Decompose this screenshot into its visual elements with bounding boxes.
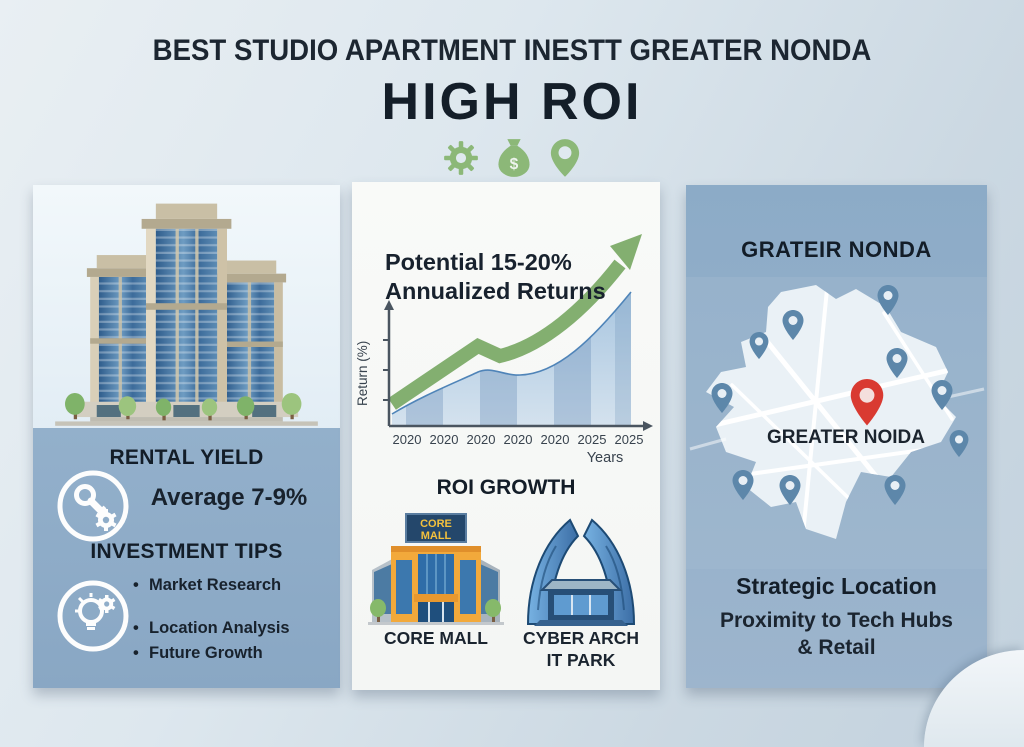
list-item: Location Analysis: [133, 619, 328, 638]
map-pin-label: GREATER NOIDA: [767, 427, 925, 448]
map-pin-icon: [711, 285, 969, 505]
left-panel-rental-yield: RENTAL YIELD Average 7-9%: [33, 185, 340, 688]
investment-tips-heading: INVESTMENT TIPS: [90, 540, 283, 563]
gear-icon: [443, 140, 479, 181]
location-description: Proximity to Tech Hubs & Retail: [720, 609, 953, 660]
y-axis-label: Return (%): [355, 341, 370, 406]
key-gear-icon: [55, 468, 131, 549]
cyber-arch-illustration: [526, 518, 636, 626]
trees: [65, 392, 302, 421]
greater-noida-map: GREATER NOIDA: [686, 277, 987, 569]
rental-yield-heading: RENTAL YIELD: [109, 446, 264, 469]
x-tick: 2020: [504, 432, 533, 447]
landmark-label-core-mall: CORE MALL: [383, 628, 489, 648]
roi-line-chart: Return (%) 2020 2020 2020 2020 2020 2025…: [355, 234, 653, 466]
buildings-illustration: [33, 185, 340, 428]
roi-growth-heading: ROI GROWTH: [436, 476, 576, 499]
x-tick: 2020: [430, 432, 459, 447]
strategic-location-heading: Strategic Location: [736, 573, 937, 599]
location-pin-icon: [549, 138, 581, 183]
poster-kicker-title: BEST STUDIO APARTMENT INESTT GREATER NON…: [152, 34, 872, 67]
money-bag-icon: $: [495, 138, 533, 183]
mall-sign-line1: CORE: [420, 518, 452, 530]
x-tick: 2020: [541, 432, 570, 447]
x-tick: 2025: [615, 432, 644, 447]
poster-main-title: HIGH ROI: [381, 73, 643, 131]
red-map-pin-icon: [850, 379, 884, 426]
map-title: GRATEIR NONDA: [741, 237, 932, 262]
tower-left: [86, 255, 160, 404]
x-tick: 2020: [393, 432, 422, 447]
list-item: Market Research: [133, 576, 328, 595]
middle-panel-roi: Return (%) 2020 2020 2020 2020 2020 2025…: [352, 182, 660, 690]
landmark-label-cyber-arch: CYBER ARCH IT PARK: [522, 628, 640, 670]
x-axis-label: Years: [587, 450, 624, 466]
dollar-symbol: $: [510, 156, 519, 173]
left-panel-text-section: RENTAL YIELD Average 7-9%: [33, 428, 340, 688]
list-item: Future Growth: [133, 644, 328, 663]
rental-yield-value: Average 7-9%: [150, 484, 308, 511]
x-tick: 2020: [467, 432, 496, 447]
header-icon-row: $: [0, 138, 1024, 183]
investment-tips-list: Market Research Location Analysis Future…: [133, 576, 328, 663]
x-tick: 2025: [578, 432, 607, 447]
core-mall-illustration: CORE MALL: [368, 513, 504, 625]
right-panel-location: GRATEIR NONDA: [686, 185, 987, 688]
lightbulb-gear-icon: [55, 578, 131, 659]
returns-caption: Potential 15-20% Annualized Returns: [385, 249, 606, 305]
tower-center: [141, 203, 232, 404]
mall-sign-line2: MALL: [421, 530, 452, 542]
